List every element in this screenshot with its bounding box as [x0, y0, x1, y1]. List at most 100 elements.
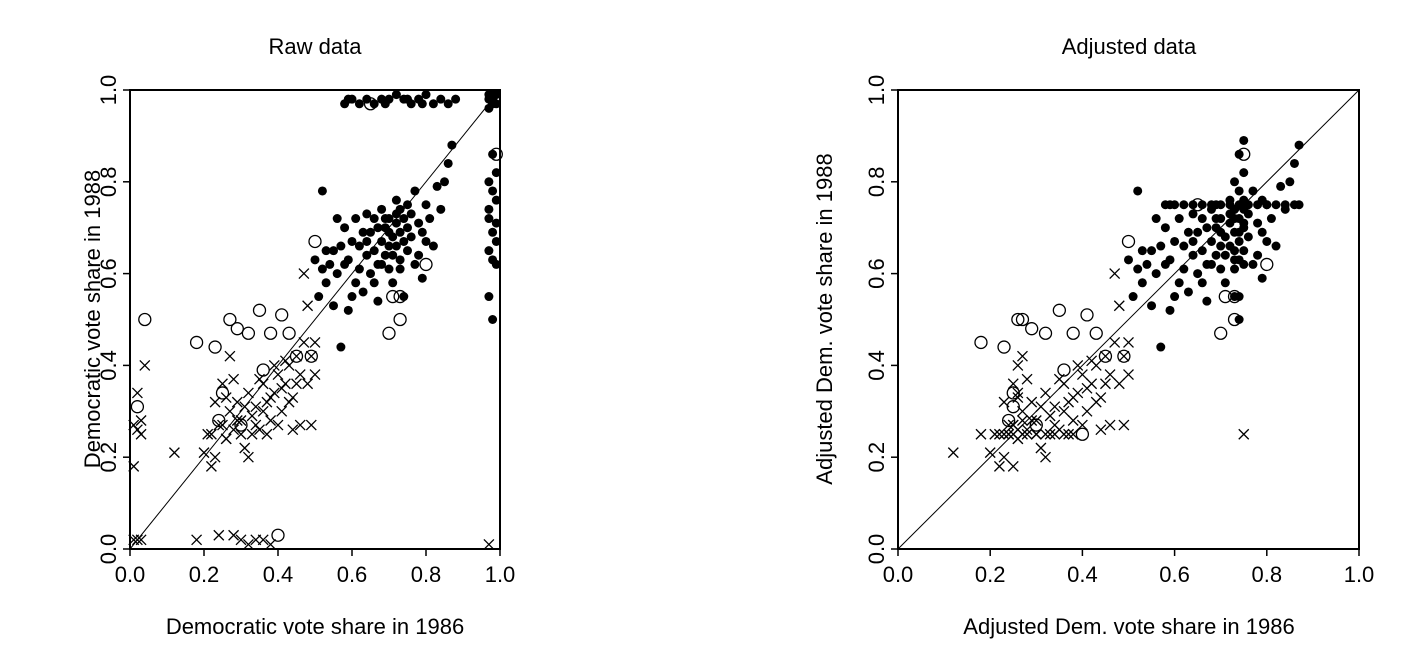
open-circle-point — [1218, 289, 1232, 304]
open-circle-point — [241, 326, 256, 340]
filled-circle-point — [329, 246, 338, 256]
filled-circle-point — [358, 227, 368, 237]
filled-circle-point — [314, 292, 324, 302]
cross-point — [272, 419, 284, 431]
open-circle-point — [252, 303, 267, 317]
cross-point — [1040, 387, 1051, 399]
open-circle-point — [1066, 326, 1080, 340]
cross-point — [1090, 396, 1102, 408]
cross-point — [294, 369, 306, 381]
cross-point — [287, 424, 299, 436]
filled-circle-point — [391, 195, 401, 205]
filled-circle-point — [432, 181, 442, 191]
cross-point — [1030, 428, 1042, 440]
filled-circle-point — [1253, 250, 1263, 260]
filled-circle-point — [447, 140, 457, 150]
filled-circle-point — [488, 315, 498, 324]
filled-circle-point — [451, 94, 461, 104]
filled-circle-point — [1137, 246, 1147, 256]
cross-point — [224, 350, 236, 362]
cross-point — [294, 419, 306, 431]
cross-point — [993, 428, 1005, 440]
filled-circle-point — [488, 186, 498, 196]
cross-point — [298, 268, 310, 280]
x-tick-label: 0.2 — [975, 562, 1006, 587]
filled-circle-point — [1188, 200, 1198, 210]
filled-circle-point — [488, 149, 498, 159]
x-tick-label: 1.0 — [485, 562, 516, 587]
open-circle-point — [1025, 322, 1039, 336]
filled-circle-point — [406, 232, 416, 242]
filled-circle-point — [414, 250, 424, 260]
filled-circle-point — [484, 177, 494, 187]
open-circle-point — [256, 363, 270, 377]
x-tick-label: 0.6 — [1159, 562, 1190, 587]
filled-circle-point — [1266, 214, 1276, 224]
cross-point — [1021, 424, 1033, 436]
open-circle-point — [489, 147, 503, 161]
filled-circle-point — [1165, 305, 1175, 315]
filled-circle-point — [366, 227, 375, 237]
filled-circle-point — [1151, 214, 1161, 224]
filled-circle-point — [1239, 246, 1249, 256]
cross-point — [265, 392, 277, 403]
data-marks — [897, 89, 1360, 550]
cross-point — [1118, 419, 1130, 431]
filled-circle-point — [395, 227, 405, 237]
filled-circle-point — [1230, 246, 1240, 256]
open-circle-point — [230, 322, 244, 336]
cross-point — [1035, 442, 1047, 454]
cross-point — [131, 387, 143, 399]
filled-circle-point — [403, 200, 412, 210]
open-circle-point — [1006, 400, 1020, 414]
open-circle-point — [1237, 147, 1251, 161]
filled-circle-point — [1234, 227, 1244, 237]
filled-circle-point — [1133, 264, 1143, 274]
open-circle-point — [1052, 303, 1066, 317]
filled-circle-point — [425, 214, 435, 224]
cross-point — [298, 336, 310, 348]
cross-point — [246, 410, 258, 422]
open-circle-point — [1098, 349, 1113, 363]
cross-point — [250, 401, 262, 413]
filled-circle-point — [329, 301, 338, 311]
filled-circle-point — [1211, 250, 1221, 260]
open-circle-point — [1038, 326, 1053, 340]
cross-point — [1026, 415, 1038, 426]
filled-circle-point — [436, 94, 446, 104]
filled-circle-point — [332, 269, 342, 279]
cross-point — [1044, 410, 1056, 422]
filled-circle-point — [1257, 195, 1267, 205]
filled-circle-point — [1253, 218, 1263, 228]
cross-point — [1017, 350, 1028, 362]
open-circle-point — [1015, 312, 1030, 327]
x-tick-label: 0.8 — [411, 562, 442, 587]
cross-point — [239, 401, 251, 413]
cross-point — [989, 428, 1001, 440]
open-circle-point — [1227, 312, 1242, 327]
filled-circle-point — [421, 236, 431, 246]
filled-circle-point — [1248, 259, 1258, 269]
filled-circle-point — [440, 177, 449, 187]
cross-point — [1123, 369, 1134, 381]
filled-circle-point — [366, 269, 375, 279]
filled-circle-point — [1137, 278, 1147, 288]
cross-point — [276, 382, 288, 394]
y-tick-label: 0.6 — [96, 258, 121, 289]
filled-circle-point — [1124, 255, 1133, 265]
filled-circle-point — [421, 90, 431, 100]
cross-point — [1104, 369, 1116, 381]
cross-point — [1099, 350, 1111, 362]
y-tick-label: 0.6 — [864, 258, 889, 289]
cross-point — [305, 419, 317, 431]
axis-ticks: 0.0 0.2 0.4 0.6 0.8 1.0 0.0 0.2 0.4 0.6 0.8 1.0 — [96, 75, 515, 587]
filled-circle-point — [443, 158, 453, 168]
open-circle-point — [382, 326, 396, 340]
filled-circle-point — [380, 214, 390, 224]
cross-point — [1049, 419, 1061, 431]
filled-circle-point — [1151, 269, 1161, 279]
open-circle-point — [308, 234, 322, 249]
filled-circle-point — [1216, 264, 1226, 274]
cross-point — [257, 534, 269, 546]
cross-point — [231, 396, 243, 408]
